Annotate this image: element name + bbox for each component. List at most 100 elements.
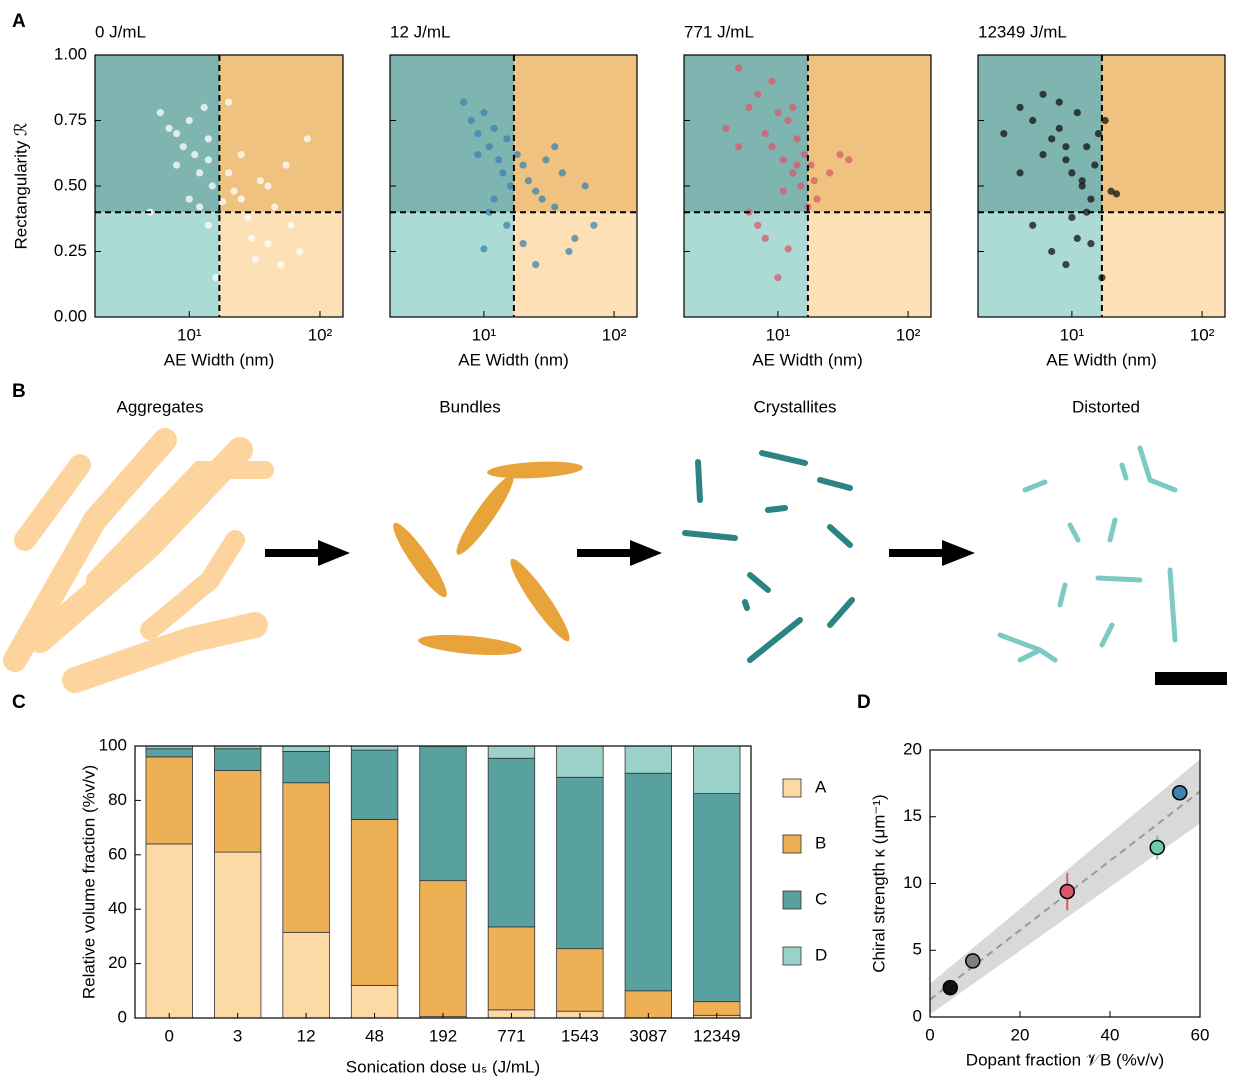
point (779, 187, 787, 195)
point (277, 261, 285, 269)
point (196, 203, 204, 211)
x-tick-label: 20 (1011, 1025, 1030, 1044)
y-tick-label: 0 (913, 1006, 922, 1025)
point (1078, 182, 1086, 190)
x-tick-label: 10² (602, 325, 627, 344)
point (173, 130, 181, 138)
point (173, 161, 181, 169)
point (296, 247, 304, 256)
x-tick-label: 3 (233, 1026, 242, 1045)
bundles (393, 461, 583, 656)
y-tick-label: 5 (913, 940, 922, 959)
point (1055, 124, 1063, 132)
point (271, 203, 279, 211)
point (485, 143, 493, 151)
point (1029, 221, 1037, 229)
point (754, 90, 762, 98)
point (474, 130, 482, 138)
region (390, 212, 514, 317)
point (248, 234, 256, 242)
point (745, 103, 753, 111)
x-axis-label: AE Width (nm) (752, 350, 863, 369)
point (503, 135, 511, 143)
point (845, 156, 853, 164)
point (519, 161, 527, 169)
legend-swatch (782, 834, 802, 854)
point (542, 156, 550, 164)
x-tick-label: 0 (164, 1026, 173, 1045)
region (95, 55, 220, 213)
bar-segment (350, 984, 399, 1019)
x-tick-label: 10² (1190, 325, 1215, 344)
legend-swatch (782, 890, 802, 910)
region (684, 55, 808, 213)
region (95, 212, 220, 317)
region (1101, 212, 1225, 317)
bar-segment (145, 748, 193, 758)
chart-title: 12349 J/mL (978, 22, 1067, 41)
stage-label: Distorted (1072, 397, 1140, 416)
y-tick-label: 0.50 (54, 175, 87, 194)
x-axis-label: Dopant fraction 𝒱B (%v/v) (966, 1050, 1164, 1069)
stage-label: Crystallites (753, 397, 836, 416)
point (212, 274, 220, 282)
point (490, 195, 498, 203)
point (237, 150, 245, 159)
point (774, 274, 782, 282)
point (558, 169, 566, 177)
bar-segment (693, 745, 741, 794)
x-tick-label: 60 (1191, 1025, 1210, 1044)
point (467, 116, 475, 125)
x-axis-label: Sonication dose uₛ (J/mL) (346, 1057, 540, 1076)
bar-segment (419, 745, 467, 882)
point (204, 221, 212, 229)
legend-label: B (815, 833, 826, 852)
bar-segment (282, 782, 330, 933)
bar-segment (419, 880, 467, 1018)
chart-title: 771 J/mL (684, 22, 754, 41)
point (256, 177, 264, 185)
point (499, 169, 507, 177)
x-tick-label: 48 (365, 1026, 384, 1045)
legend-label: C (815, 889, 827, 908)
bar-segment (282, 751, 330, 784)
point (1083, 208, 1091, 216)
x-tick-label: 10¹ (766, 325, 791, 344)
bar-segment (145, 843, 193, 1019)
point (551, 143, 559, 151)
panel-label: D (857, 692, 871, 713)
point (1172, 784, 1188, 801)
point (204, 135, 212, 143)
x-tick-label: 10¹ (177, 325, 202, 344)
distorted (997, 445, 1178, 663)
point (581, 182, 589, 190)
point (303, 135, 311, 143)
point (230, 187, 238, 195)
y-tick-label: 15 (903, 806, 922, 825)
x-tick-label: 10² (896, 325, 921, 344)
point (590, 221, 598, 229)
point (942, 979, 958, 996)
y-axis-label: Relative volume fraction (%v/v) (79, 765, 98, 999)
point (1087, 195, 1095, 203)
plot-frame (134, 745, 752, 1019)
y-tick-label: 1.00 (54, 44, 87, 63)
point (1048, 247, 1056, 256)
point (495, 156, 503, 164)
x-tick-label: 10¹ (472, 325, 497, 344)
point (185, 116, 193, 125)
point (264, 240, 272, 248)
legend-swatch (782, 946, 802, 966)
scale-bar (1155, 672, 1227, 685)
point (779, 156, 787, 164)
region (390, 55, 514, 213)
bar-segment (213, 748, 262, 771)
stage-label: Bundles (439, 397, 500, 416)
region (513, 55, 637, 213)
bar-segment (282, 931, 330, 1019)
point (1039, 90, 1047, 98)
point (1094, 130, 1103, 138)
point (797, 182, 805, 190)
bar-segment (624, 745, 673, 774)
